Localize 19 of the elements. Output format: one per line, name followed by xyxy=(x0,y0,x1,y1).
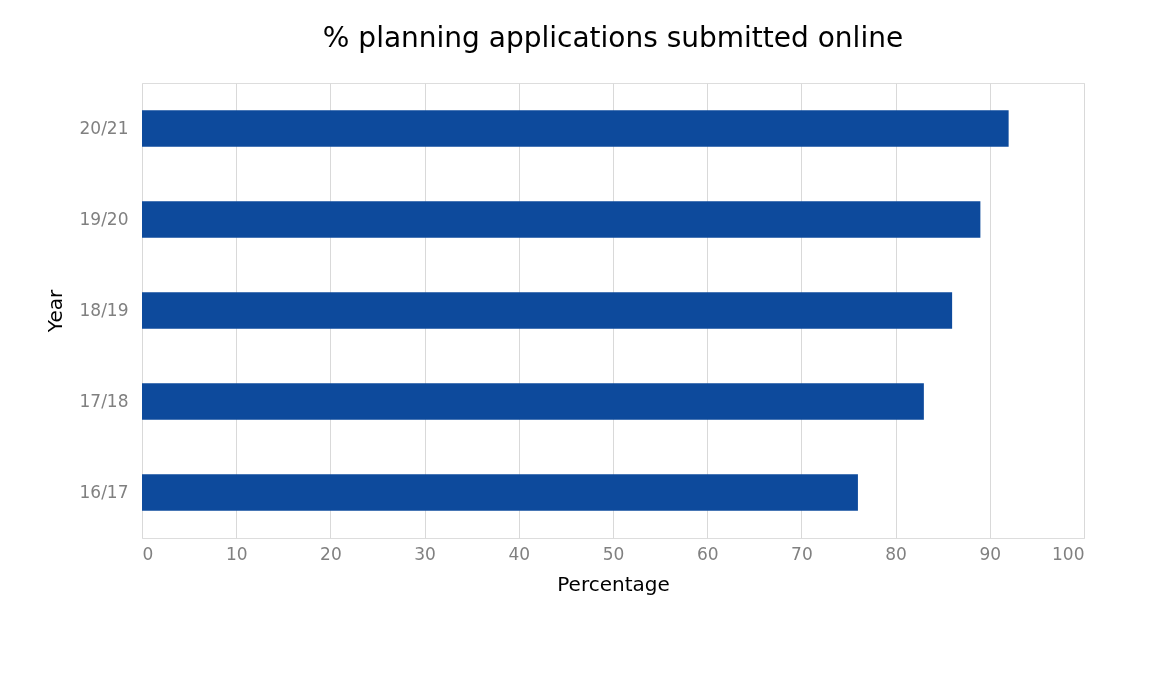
x-tick-label: 40 xyxy=(508,543,531,564)
x-tick-label: 100 xyxy=(1052,543,1085,564)
x-tick-label: 80 xyxy=(885,543,907,564)
x-tick-label: 20 xyxy=(320,543,342,564)
x-tick-label: 0 xyxy=(142,543,154,564)
x-tick-label: 30 xyxy=(414,543,436,564)
y-tick-label: 17/18 xyxy=(79,390,129,411)
y-tick-label: 19/20 xyxy=(79,208,129,229)
y-tick-label: 16/17 xyxy=(79,481,129,502)
y-tick-label: 18/19 xyxy=(79,299,129,320)
chart-title: % planning applications submitted online xyxy=(322,21,904,54)
y-tick-label: 20/21 xyxy=(79,117,129,138)
x-axis-title: Percentage xyxy=(557,571,670,596)
x-tick-label: 90 xyxy=(979,543,1002,564)
x-tick-label: 70 xyxy=(791,543,813,564)
y-axis-title: Year xyxy=(42,289,67,334)
x-tick-label: 50 xyxy=(602,543,625,564)
x-tick-label: 10 xyxy=(225,543,248,564)
x-tick-label: 60 xyxy=(696,543,719,564)
